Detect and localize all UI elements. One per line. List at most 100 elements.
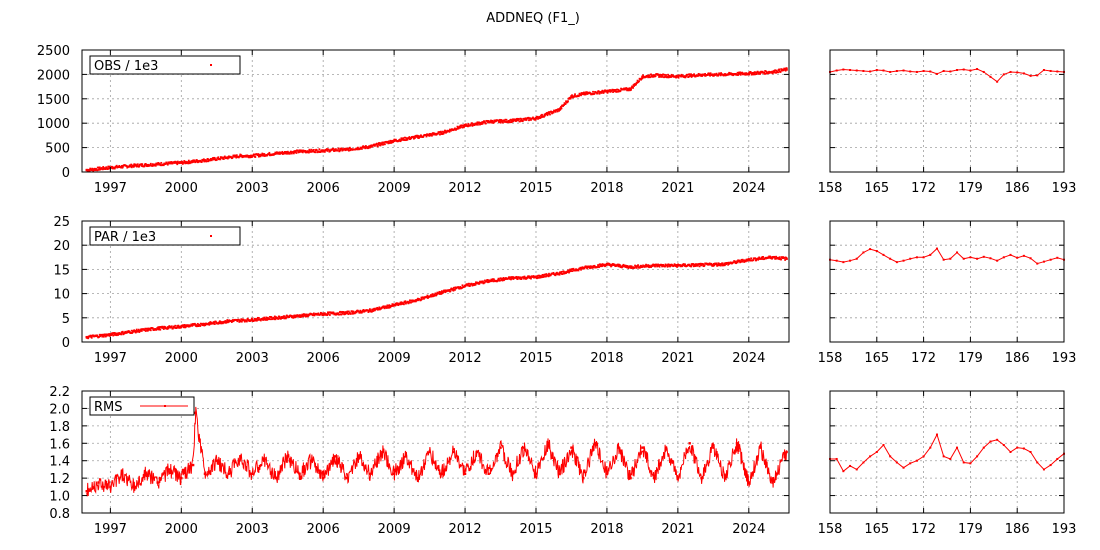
- data-point: [996, 259, 999, 262]
- data-point: [386, 307, 388, 309]
- x-tick-label: 2015: [519, 522, 552, 537]
- data-point: [361, 309, 364, 312]
- data-point: [321, 149, 325, 152]
- x-tick-label: 2003: [236, 351, 269, 366]
- data-point: [482, 280, 484, 283]
- data-point: [849, 259, 852, 262]
- data-point: [454, 127, 456, 130]
- plot-frame: [81, 49, 790, 173]
- data-point: [378, 142, 381, 144]
- data-point: [547, 275, 550, 278]
- data-point: [593, 442, 597, 445]
- data-point: [402, 137, 405, 140]
- data-point: [623, 87, 625, 90]
- data-point: [556, 108, 558, 111]
- y-tick-label: 0: [62, 166, 70, 181]
- data-point: [299, 149, 302, 152]
- data-point: [484, 279, 486, 282]
- data-point: [187, 325, 190, 328]
- data-point: [459, 126, 461, 129]
- data-point: [782, 68, 785, 71]
- data-point: [520, 119, 522, 122]
- data-point: [769, 255, 772, 258]
- data-point: [641, 265, 644, 268]
- data-point: [251, 154, 254, 158]
- data-point: [583, 93, 586, 96]
- data-point: [109, 485, 112, 489]
- data-point: [85, 168, 88, 172]
- data-point: [128, 330, 131, 333]
- legend: RMS: [89, 396, 195, 416]
- data-point: [274, 476, 278, 480]
- data-point: [463, 472, 467, 475]
- data-point: [909, 70, 912, 73]
- data-point: [922, 256, 925, 259]
- data-point: [676, 476, 680, 480]
- data-point: [596, 92, 599, 95]
- data-point: [532, 116, 534, 119]
- data-point: [254, 156, 257, 158]
- data-point: [303, 313, 306, 316]
- data-point: [590, 265, 593, 268]
- data-point: [683, 75, 686, 78]
- data-point: [655, 264, 658, 266]
- data-point: [400, 139, 402, 142]
- data-point: [253, 317, 256, 320]
- data-point: [434, 294, 436, 297]
- data-point: [519, 117, 522, 120]
- data-point: [620, 87, 622, 90]
- data-point: [117, 334, 120, 336]
- data-point: [298, 314, 301, 318]
- y-tick-label: 1.6: [49, 437, 70, 452]
- data-point: [193, 159, 196, 162]
- data-point: [512, 118, 514, 121]
- data-point: [533, 118, 536, 121]
- data-point: [537, 276, 539, 279]
- data-point: [727, 73, 730, 76]
- data-point: [690, 73, 692, 76]
- data-point: [404, 136, 406, 139]
- data-point: [281, 150, 284, 153]
- data-point: [1009, 70, 1012, 73]
- x-tick-label: 2024: [732, 522, 765, 537]
- data-point: [544, 275, 546, 278]
- data-point: [426, 296, 428, 298]
- data-point: [190, 160, 193, 163]
- data-point: [235, 154, 238, 157]
- data-point: [147, 163, 150, 166]
- data-point: [388, 140, 390, 143]
- data-point: [518, 276, 520, 279]
- data-point: [696, 264, 699, 267]
- data-point: [296, 149, 299, 152]
- data-point: [546, 442, 550, 445]
- data-point: [922, 455, 925, 458]
- data-point: [666, 264, 668, 267]
- series-5: [85, 406, 788, 497]
- data-point: [779, 70, 782, 73]
- x-tick-label: 2003: [236, 522, 269, 537]
- data-point: [301, 151, 304, 154]
- data-point: [1056, 70, 1059, 73]
- data-point: [768, 255, 771, 258]
- data-point: [547, 274, 549, 277]
- data-point: [400, 137, 403, 140]
- data-point: [715, 263, 717, 266]
- data-point: [696, 263, 698, 266]
- data-point: [560, 107, 563, 110]
- data-point: [550, 273, 552, 276]
- data-point: [1036, 74, 1039, 77]
- data-point: [487, 472, 490, 475]
- data-point: [290, 314, 293, 317]
- data-point: [585, 92, 588, 95]
- data-point: [215, 459, 218, 462]
- data-point: [710, 263, 713, 266]
- data-point: [127, 330, 130, 332]
- data-point: [162, 164, 165, 167]
- data-point: [364, 145, 367, 147]
- data-point: [747, 481, 751, 484]
- data-point: [385, 305, 388, 308]
- data-point: [686, 73, 689, 76]
- data-point: [646, 265, 649, 268]
- data-point: [556, 110, 559, 113]
- data-point: [132, 165, 135, 168]
